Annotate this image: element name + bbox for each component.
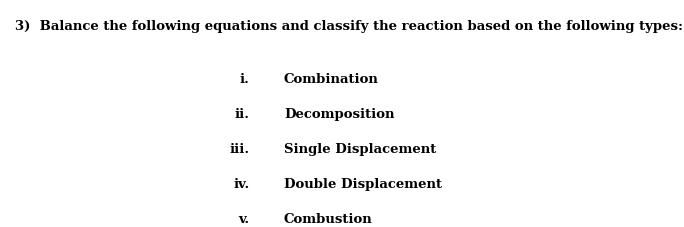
Text: Double Displacement: Double Displacement (284, 178, 442, 191)
Text: Single Displacement: Single Displacement (284, 143, 436, 156)
Text: i.: i. (240, 73, 250, 86)
Text: v.: v. (239, 213, 250, 226)
Text: Combustion: Combustion (284, 213, 373, 226)
Text: iv.: iv. (233, 178, 250, 191)
Text: Combination: Combination (284, 73, 379, 86)
Text: iii.: iii. (230, 143, 250, 156)
Text: 3)  Balance the following equations and classify the reaction based on the follo: 3) Balance the following equations and c… (15, 20, 683, 33)
Text: ii.: ii. (235, 108, 250, 121)
Text: Decomposition: Decomposition (284, 108, 395, 121)
